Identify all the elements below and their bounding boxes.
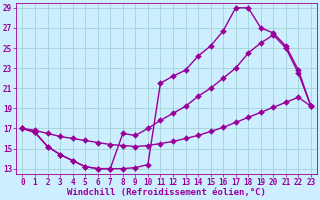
X-axis label: Windchill (Refroidissement éolien,°C): Windchill (Refroidissement éolien,°C) [67, 188, 266, 197]
